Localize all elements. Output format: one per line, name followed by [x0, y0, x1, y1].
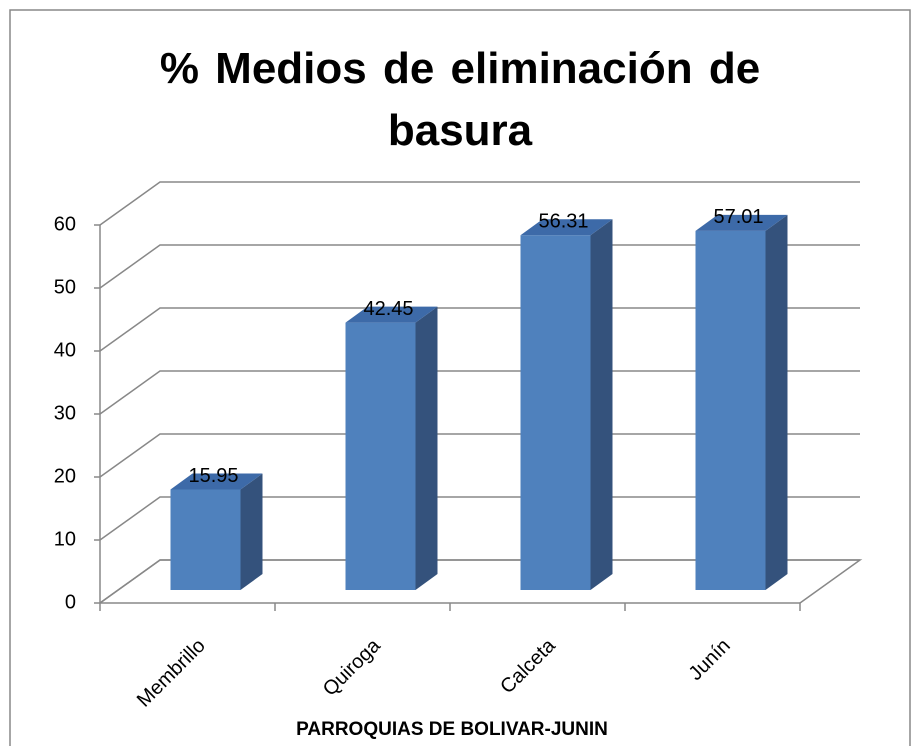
y-tick-label: 20: [54, 465, 76, 487]
value-label: 42.45: [363, 298, 413, 320]
bar-top: [520, 219, 613, 236]
bar-side: [765, 214, 788, 590]
grid-line: [99, 181, 860, 226]
x-tick-label: Junín: [685, 635, 735, 685]
chart-title: % Medios de eliminación de basura: [159, 44, 761, 155]
bar-side: [415, 306, 438, 590]
bar-top: [345, 306, 438, 323]
y-tick-label: 40: [54, 339, 76, 361]
grid-line: [99, 244, 860, 289]
grid-line: [99, 559, 860, 604]
bar: [345, 306, 438, 590]
x-tick-label: Calceta: [496, 634, 560, 698]
bar-front: [520, 235, 591, 590]
y-tick-label: 10: [54, 528, 76, 550]
value-label: 56.31: [538, 211, 588, 233]
bar-side: [590, 219, 613, 590]
y-tick-label: 60: [54, 213, 76, 235]
grid-line: [99, 370, 860, 415]
bar: [520, 219, 613, 590]
value-label: 57.01: [713, 206, 763, 228]
x-tick-label: Membrillo: [133, 635, 210, 712]
bar-front: [345, 322, 416, 590]
bar-side: [240, 473, 263, 590]
grid-line: [99, 433, 860, 478]
x-axis-label: PARROQUIAS DE BOLIVAR-JUNIN: [296, 719, 608, 740]
y-tick-label: 30: [54, 402, 76, 424]
bar-top: [170, 473, 263, 490]
bar-top: [695, 214, 788, 231]
grid-line: [99, 307, 860, 352]
bar: [695, 214, 788, 590]
bar: [170, 473, 263, 590]
bar-front: [170, 489, 241, 590]
chart-border: [9, 9, 911, 746]
x-tick-label: Quiroga: [319, 634, 385, 700]
y-tick-label: 50: [54, 276, 76, 298]
value-label: 15.95: [188, 465, 238, 487]
bar-front: [695, 230, 766, 590]
grid-line: [99, 496, 860, 541]
y-tick-label: 0: [65, 591, 76, 613]
